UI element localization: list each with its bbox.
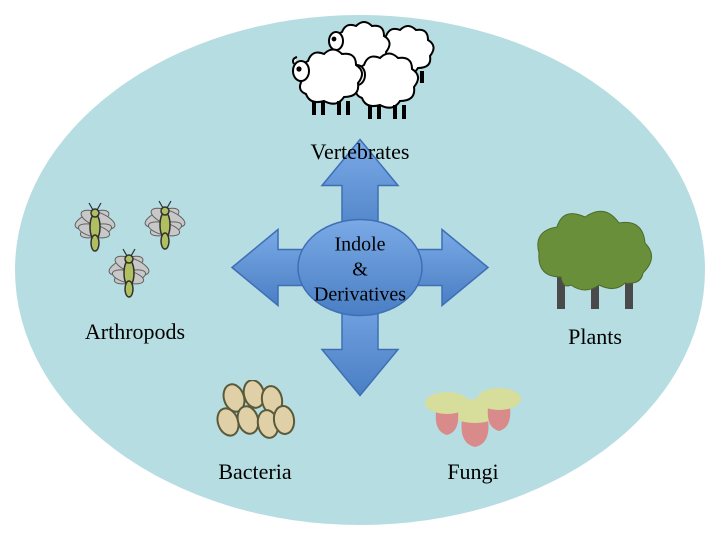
mushrooms-icon bbox=[423, 375, 523, 455]
plants-label: Plants bbox=[530, 324, 660, 350]
vertebrates-label: Vertebrates bbox=[280, 139, 440, 165]
node-arthropods: Arthropods bbox=[55, 195, 215, 345]
node-fungi: Fungi bbox=[418, 375, 528, 485]
bacteria-label: Bacteria bbox=[200, 459, 310, 485]
node-bacteria: Bacteria bbox=[200, 380, 310, 485]
node-plants: Plants bbox=[530, 205, 660, 350]
bacteria-icon bbox=[210, 380, 300, 455]
hub-label-line2: & bbox=[314, 258, 406, 283]
arthropods-label: Arthropods bbox=[55, 319, 215, 345]
hub-label-line3: Derivatives bbox=[314, 283, 406, 308]
node-vertebrates: Vertebrates bbox=[280, 15, 440, 165]
trees-icon bbox=[535, 205, 655, 320]
hub-label-line1: Indole bbox=[314, 233, 406, 258]
fungi-label: Fungi bbox=[418, 459, 528, 485]
insects-icon bbox=[55, 195, 215, 315]
sheep-icon bbox=[280, 15, 440, 135]
hub-label: Indole & Derivatives bbox=[314, 233, 406, 308]
